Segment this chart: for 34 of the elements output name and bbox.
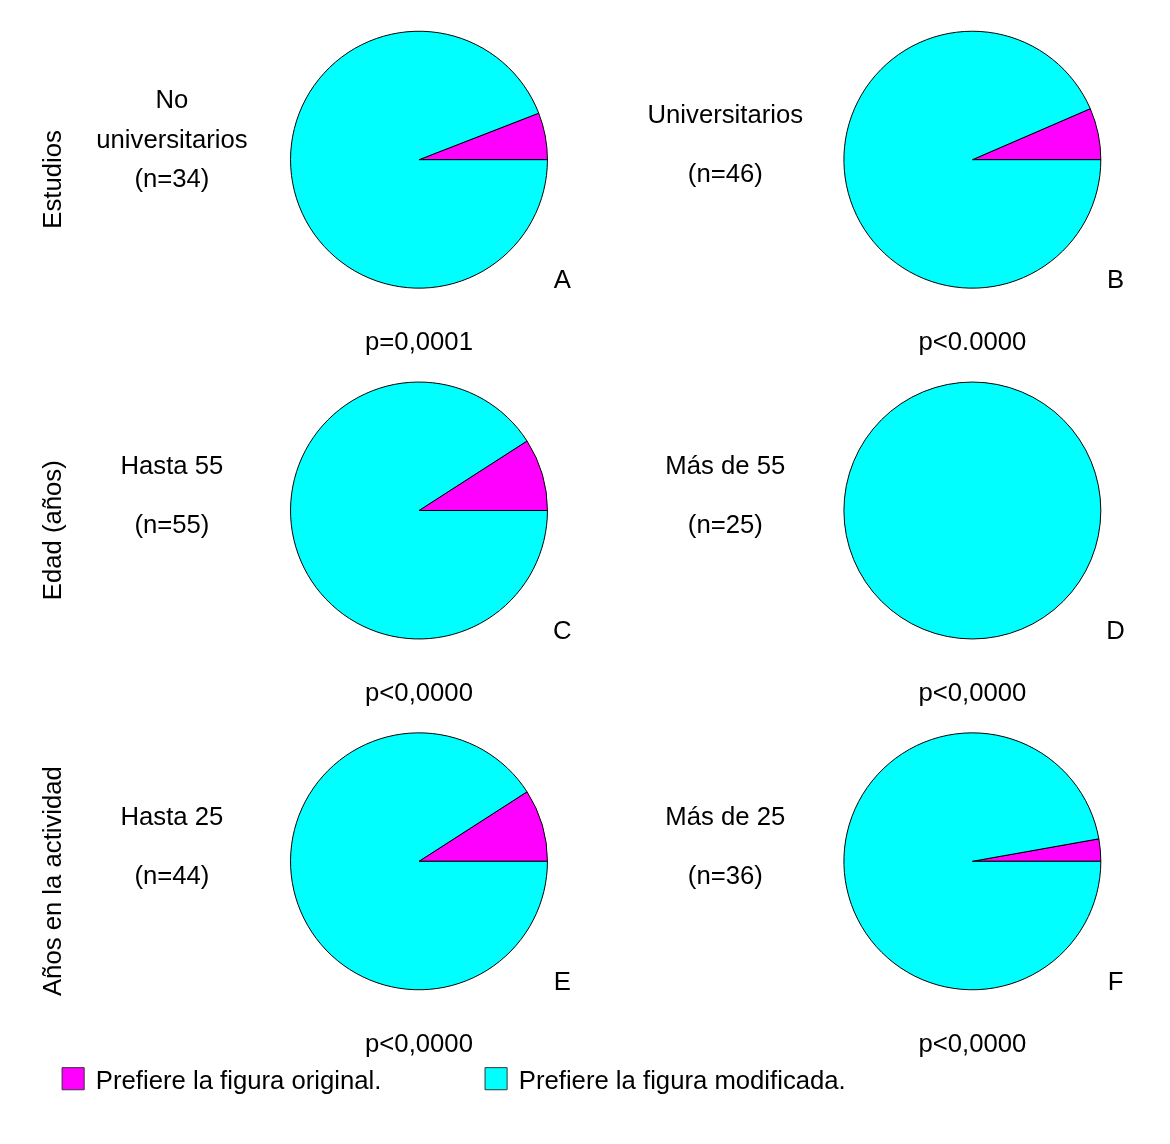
legend-label: Prefiere la figura modificada.	[518, 1065, 846, 1094]
text: p<0,0000	[918, 678, 1027, 707]
text: (n=25)	[687, 510, 763, 539]
text: D	[1106, 615, 1125, 644]
pie-slice	[290, 732, 548, 991]
text: Más de 55	[665, 450, 786, 479]
text: p<0,0000	[365, 1029, 473, 1058]
text: p<0.0000	[918, 327, 1027, 356]
text: (n=36)	[687, 861, 763, 890]
text: Años en la actividad	[38, 766, 67, 997]
text: Más de 25	[665, 801, 786, 830]
text: Edad (años)	[38, 460, 67, 601]
text: F	[1107, 966, 1124, 995]
text: (n=55)	[134, 510, 210, 539]
text: Universitarios	[647, 100, 804, 129]
text: C	[552, 615, 572, 644]
text: (n=34)	[134, 164, 210, 193]
text: (n=46)	[687, 159, 763, 188]
text: A	[553, 265, 572, 294]
text: E	[553, 966, 571, 995]
pie-slice	[290, 30, 548, 289]
text: (n=44)	[134, 861, 210, 890]
text: p<0,0000	[365, 678, 473, 707]
pie-slice	[290, 381, 548, 640]
text: Hasta 55	[120, 450, 224, 479]
text: No universitarios	[96, 85, 248, 153]
legend-label: Prefiere la figura original.	[95, 1065, 382, 1094]
text: p=0,0001	[365, 327, 473, 356]
text: p<0,0000	[918, 1029, 1027, 1058]
pie-slice	[843, 30, 1102, 289]
text: Estudios	[38, 130, 67, 229]
pie-slice	[843, 732, 1102, 991]
text: Hasta 25	[120, 801, 224, 830]
text: B	[1107, 265, 1125, 294]
